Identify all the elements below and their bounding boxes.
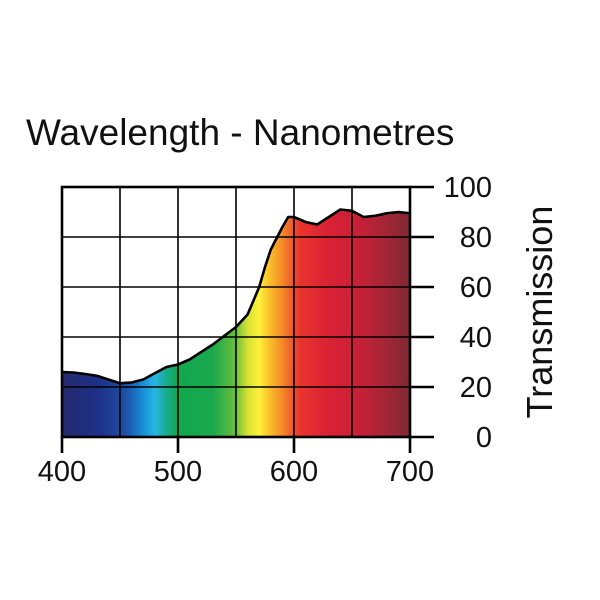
x-tick-label-400: 400 <box>38 456 86 488</box>
x-tick-label-500: 500 <box>154 456 202 488</box>
y-tick-label-100: 100 <box>444 172 492 204</box>
x-tick-label-700: 700 <box>386 456 434 488</box>
y-tick-label-0: 0 <box>476 422 492 454</box>
plot-frame <box>60 185 412 439</box>
y-axis-label: Transmission <box>519 206 560 419</box>
transmission-series-line <box>61 208 411 385</box>
y-tick-label-80: 80 <box>460 222 492 254</box>
chart-title: Wavelength - Nanometres <box>26 112 454 153</box>
y-tick-label-60: 60 <box>460 272 492 304</box>
x-tick-label-600: 600 <box>270 456 318 488</box>
y-tick-label-40: 40 <box>460 322 492 354</box>
y-axis-ticks: 0 20 40 60 80 100 <box>410 172 492 454</box>
x-axis-ticks: 400 500 600 700 <box>38 437 434 488</box>
y-tick-label-20: 20 <box>460 372 492 404</box>
